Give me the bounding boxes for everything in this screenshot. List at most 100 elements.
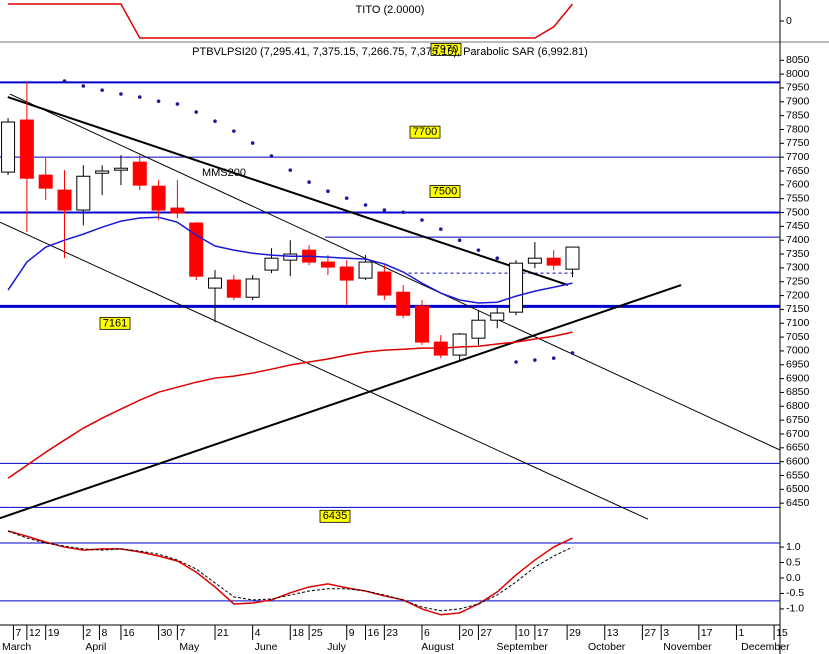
level-label-box [99, 316, 131, 330]
panel-title: TITO (2.0000) [356, 4, 425, 16]
candle-body [151, 185, 166, 211]
candle-body [189, 222, 204, 277]
candle-body [396, 291, 411, 316]
candle-body [132, 161, 147, 186]
x-tick-label: 27 [644, 627, 656, 639]
y-tick-label: 6450 [786, 497, 810, 509]
candle-body [527, 257, 542, 264]
sar-dot [457, 238, 462, 243]
y-tick-label: 8050 [786, 54, 810, 66]
month-label: November [663, 641, 712, 653]
y-tick-label: 6650 [786, 442, 810, 454]
series-line [7, 216, 573, 304]
candle-body [1, 121, 16, 173]
sar-dot [533, 358, 537, 362]
y-tick-label: 7750 [786, 137, 810, 149]
x-tick-label: 19 [48, 627, 60, 639]
level-label: 7161 [103, 317, 127, 329]
y-tick-label: 7700 [786, 151, 810, 163]
x-tick-label: 7 [179, 627, 185, 639]
candle-body [471, 319, 486, 339]
y-tick-label: 7300 [786, 262, 810, 274]
sar-dot [156, 99, 161, 104]
month-label: April [85, 641, 106, 653]
x-tick-label: 18 [292, 627, 304, 639]
y-tick-label: -1.0 [786, 603, 804, 615]
x-tick-label: 7 [15, 627, 21, 639]
x-tick-label: 29 [569, 627, 581, 639]
candle-body [38, 174, 53, 189]
sar-dot [213, 119, 217, 123]
x-tick-label: 12 [29, 627, 41, 639]
candle-body [19, 119, 34, 179]
y-tick-label: 0.0 [786, 572, 801, 584]
y-tick-label: 6950 [786, 359, 810, 371]
month-label: March [2, 641, 31, 653]
candle-body [95, 170, 110, 174]
candle-body [358, 261, 373, 279]
sar-dot [307, 180, 311, 184]
sar-dot [420, 218, 424, 222]
level-label: 6435 [323, 510, 347, 522]
y-tick-label: 6700 [786, 428, 810, 440]
x-tick-label: 9 [349, 627, 355, 639]
x-tick-label: 17 [701, 627, 713, 639]
y-tick-label: 7400 [786, 234, 810, 246]
level-label-box [430, 43, 462, 56]
panel [8, 3, 574, 39]
series-line [8, 3, 574, 39]
candle-body [208, 277, 223, 289]
y-tick-label: 1.0 [786, 541, 801, 553]
x-tick-label: 23 [386, 627, 398, 639]
sar-dot [81, 84, 86, 88]
x-tick-label: 4 [255, 627, 261, 639]
y-tick-label: 7600 [786, 179, 810, 191]
y-tick-label: 7950 [786, 82, 810, 94]
sar-dot [232, 129, 236, 133]
trendline [9, 93, 780, 451]
candle-body [546, 257, 561, 266]
candle-body [245, 278, 260, 298]
y-tick-label: 7550 [786, 192, 810, 204]
trendline [0, 284, 682, 520]
y-tick-label: 6750 [786, 414, 810, 426]
x-tick-label: 13 [607, 627, 619, 639]
x-tick-label: 25 [311, 627, 323, 639]
level-label-box [429, 185, 461, 198]
sar-dot [476, 248, 481, 252]
sar-dot [495, 256, 500, 260]
x-tick-label: 16 [368, 627, 380, 639]
candle-body [452, 333, 467, 356]
candle-body [226, 279, 241, 298]
y-tick-label: 7650 [786, 165, 810, 177]
y-tick-label: 6800 [786, 400, 810, 412]
y-tick-label: 7900 [786, 96, 810, 108]
y-tick-label: 0.5 [786, 556, 801, 568]
candle-body [264, 257, 279, 271]
sar-dot [438, 227, 443, 231]
sar-dot [62, 79, 67, 83]
sar-dot [551, 356, 556, 360]
sar-dot [363, 203, 368, 207]
candle-body [377, 271, 392, 296]
candle-body [509, 262, 524, 313]
level-label-box [409, 125, 441, 139]
trendline [7, 96, 569, 286]
panel-title: PTBVLPSI20 (7,295.41, 7,375.15, 7,266.75… [192, 46, 588, 58]
y-tick-label: 6600 [786, 455, 810, 467]
month-label: August [421, 641, 454, 653]
y-tick-label: 0 [786, 15, 792, 27]
series-line [7, 331, 573, 479]
x-tick-label: 17 [537, 627, 549, 639]
y-tick-label: 7100 [786, 317, 810, 329]
sar-dot [344, 196, 349, 200]
level-label: 7970 [434, 43, 458, 55]
series-label: MMS200 [202, 167, 246, 179]
sar-dot [570, 351, 575, 355]
level-label-box [319, 509, 351, 523]
candle-body [57, 189, 72, 211]
trendline [0, 221, 649, 520]
y-tick-label: 7800 [786, 123, 810, 135]
